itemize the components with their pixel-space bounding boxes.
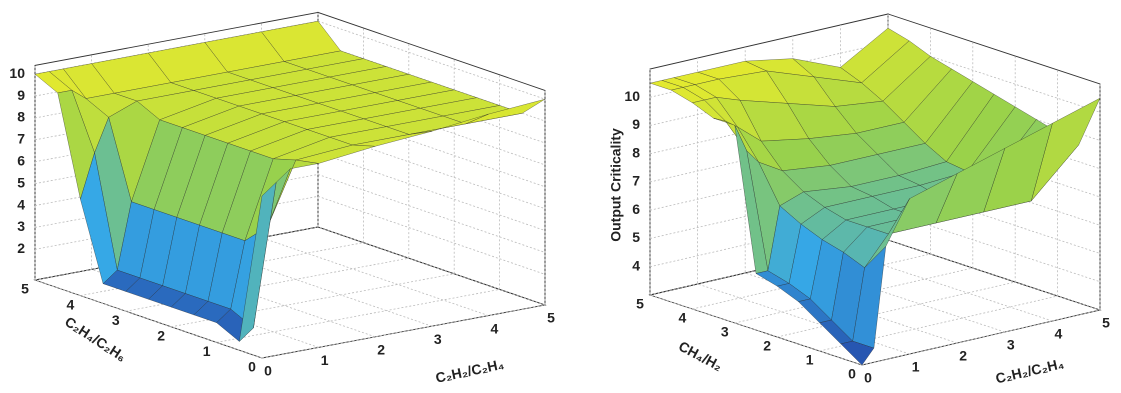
- x-tick-label: 0: [264, 363, 272, 379]
- x-tick-label: 3: [434, 331, 442, 347]
- x-tick-label: 1: [321, 352, 329, 368]
- x-tick-label: 4: [491, 320, 499, 336]
- x-tick-label: 2: [377, 342, 385, 358]
- z-tick-label: 3: [17, 218, 25, 234]
- y-tick-label: 2: [157, 328, 165, 344]
- x-tick-label: 1: [912, 359, 920, 375]
- z-tick-label: 10: [9, 65, 25, 81]
- x-tick-label: 2: [959, 348, 967, 364]
- x-tick-label: 3: [1007, 337, 1015, 353]
- x-tick-label: 5: [547, 310, 555, 326]
- y-tick-label: 1: [203, 343, 211, 359]
- z-tick-label: 7: [632, 173, 640, 189]
- y-tick-label: 2: [763, 338, 771, 354]
- grid-line: [697, 58, 910, 355]
- z-tick-label: 8: [17, 109, 25, 125]
- z-tick-label: 4: [632, 257, 640, 273]
- x-tick-label: 5: [1102, 315, 1110, 331]
- x-tick-label: 4: [1055, 326, 1063, 342]
- z-tick-label: 5: [17, 174, 25, 190]
- z-tick-label: 9: [632, 116, 640, 132]
- y-tick-label: 0: [848, 366, 856, 382]
- z-axis-label: Output Criticality: [608, 128, 624, 242]
- z-tick-label: 5: [632, 229, 640, 245]
- grid-line: [649, 69, 863, 366]
- surface-cell: [840, 340, 875, 366]
- grid-line: [692, 28, 931, 310]
- y-tick-label: 3: [721, 324, 729, 340]
- x-axis-label: C₂H₂/C₂H₄: [434, 356, 505, 386]
- z-tick-label: 6: [17, 152, 25, 168]
- surface-cell: [238, 181, 277, 343]
- y-tick-label: 4: [67, 296, 75, 312]
- y-tick-label: 1: [806, 352, 814, 368]
- z-tick-label: 7: [17, 131, 25, 147]
- y-tick-label: 5: [21, 281, 29, 297]
- z-tick-label: 8: [632, 144, 640, 160]
- z-tick-label: 9: [17, 87, 25, 103]
- y-tick-label: 3: [112, 312, 120, 328]
- z-tick-label: 2: [17, 240, 25, 256]
- y-tick-label: 5: [636, 296, 644, 312]
- y-tick-label: 0: [248, 359, 256, 375]
- y-tick-label: 4: [679, 310, 687, 326]
- x-tick-label: 0: [864, 370, 872, 386]
- z-tick-label: 6: [632, 201, 640, 217]
- y-axis-label: CH₄/H₂: [676, 338, 725, 374]
- grid-line: [861, 84, 1101, 366]
- z-tick-label: 10: [624, 88, 640, 104]
- x-axis-label: C₂H₂/C₂H₄: [994, 355, 1065, 386]
- grid-line: [317, 12, 546, 306]
- z-tick-label: 4: [17, 196, 25, 212]
- grid-line: [819, 70, 1058, 352]
